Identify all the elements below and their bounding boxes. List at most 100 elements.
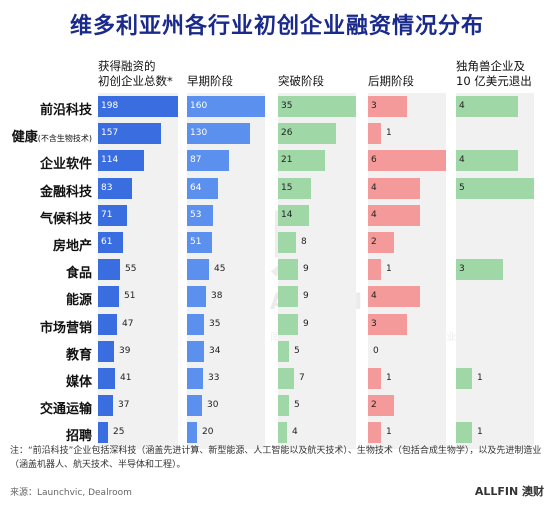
column-header: 突破阶段 xyxy=(278,74,324,89)
chart-title: 维多利亚州各行业初创企业融资情况分布 xyxy=(69,14,484,39)
data-label: 53 xyxy=(190,209,202,220)
bar xyxy=(456,150,518,172)
category-name: 气候科技 xyxy=(39,211,92,227)
column-header: 获得融资的 初创企业总数* xyxy=(98,59,173,89)
data-label: 87 xyxy=(190,155,202,166)
bar xyxy=(278,422,287,444)
data-label: 1 xyxy=(477,427,483,438)
bar xyxy=(278,259,298,281)
bar xyxy=(368,395,394,417)
category-label: 能源 xyxy=(0,289,92,308)
bar xyxy=(368,150,446,172)
data-label: 4 xyxy=(459,101,465,111)
category-subnote: (不含生物技术) xyxy=(37,134,92,144)
data-label: 51 xyxy=(190,237,202,247)
column-header: 后期阶段 xyxy=(368,74,414,89)
data-label: 160 xyxy=(190,101,208,111)
data-label: 14 xyxy=(281,209,293,220)
bar xyxy=(98,313,117,335)
data-label: 55 xyxy=(125,264,137,275)
data-label: 21 xyxy=(281,155,293,166)
data-label: 0 xyxy=(373,345,379,356)
category-name: 能源 xyxy=(65,293,92,309)
data-label: 20 xyxy=(202,427,214,438)
bar xyxy=(278,395,289,417)
data-label: 3 xyxy=(371,101,377,111)
bar xyxy=(187,395,202,417)
bar xyxy=(98,422,108,444)
category-label: 金融科技 xyxy=(0,181,92,200)
category-label: 教育 xyxy=(0,344,92,363)
bar xyxy=(187,204,213,226)
category-name: 教育 xyxy=(65,347,92,363)
bar xyxy=(278,340,289,362)
data-label: 4 xyxy=(371,291,377,302)
bar xyxy=(278,313,298,335)
data-label: 6 xyxy=(371,155,377,166)
bar xyxy=(98,259,120,281)
bar xyxy=(98,177,132,199)
bar xyxy=(98,150,144,172)
category-label: 媒体 xyxy=(0,371,92,390)
data-label: 45 xyxy=(214,264,226,275)
bar xyxy=(98,286,119,308)
data-label: 25 xyxy=(113,427,125,438)
column-header: 早期阶段 xyxy=(187,74,233,89)
data-label: 5 xyxy=(459,182,465,193)
data-label: 2 xyxy=(371,237,377,247)
data-label: 15 xyxy=(281,182,293,193)
bar xyxy=(368,368,381,389)
bar xyxy=(456,259,503,281)
bar xyxy=(187,368,203,389)
bar xyxy=(278,150,325,172)
bar xyxy=(187,150,229,172)
column-header-line: 突破阶段 xyxy=(278,74,324,88)
category-name: 健康 xyxy=(11,130,38,146)
data-label: 9 xyxy=(303,318,309,329)
data-label: 83 xyxy=(101,182,113,193)
source-text: 来源：Launchvic, Dealroom xyxy=(10,488,132,498)
category-name: 媒体 xyxy=(65,375,92,390)
data-label: 5 xyxy=(294,345,300,356)
data-label: 198 xyxy=(101,101,119,111)
data-label: 2 xyxy=(371,400,377,411)
category-name: 招聘 xyxy=(65,429,92,445)
category-label: 房地产 xyxy=(0,235,92,254)
column-header-line: 独角兽企业及 xyxy=(456,59,525,73)
data-label: 34 xyxy=(209,345,221,356)
category-name: 房地产 xyxy=(52,239,92,254)
category-label: 市场营销 xyxy=(0,317,92,336)
bar xyxy=(187,177,218,199)
data-label: 51 xyxy=(124,291,136,302)
category-name: 前沿科技 xyxy=(39,103,92,118)
category-name: 食品 xyxy=(65,266,92,282)
brand-logo: ALLFIN 澳财 xyxy=(474,485,544,498)
column-header-line: 早期阶段 xyxy=(187,74,233,88)
bar xyxy=(368,259,381,281)
category-label: 健康(不含生物技术) xyxy=(0,126,92,145)
data-label: 4 xyxy=(459,155,465,166)
bar xyxy=(368,204,420,226)
data-label: 130 xyxy=(190,128,208,139)
category-name: 交通运输 xyxy=(39,402,92,418)
bar xyxy=(368,96,407,117)
bar xyxy=(187,340,204,362)
bar xyxy=(278,204,309,226)
data-label: 9 xyxy=(303,264,309,275)
data-label: 9 xyxy=(303,291,309,302)
column-header-line: 获得融资的 xyxy=(98,59,156,73)
bar xyxy=(278,96,356,117)
bar xyxy=(368,422,381,444)
column-header-line: 后期阶段 xyxy=(368,74,414,88)
bar xyxy=(98,368,115,389)
data-label: 114 xyxy=(101,155,119,166)
bar xyxy=(98,123,161,145)
bar xyxy=(187,422,197,444)
bar xyxy=(98,395,113,417)
data-label: 37 xyxy=(118,400,130,411)
bar xyxy=(368,123,381,145)
category-label: 气候科技 xyxy=(0,208,92,227)
bar xyxy=(368,177,420,199)
bar xyxy=(98,204,127,226)
bar xyxy=(187,313,204,335)
